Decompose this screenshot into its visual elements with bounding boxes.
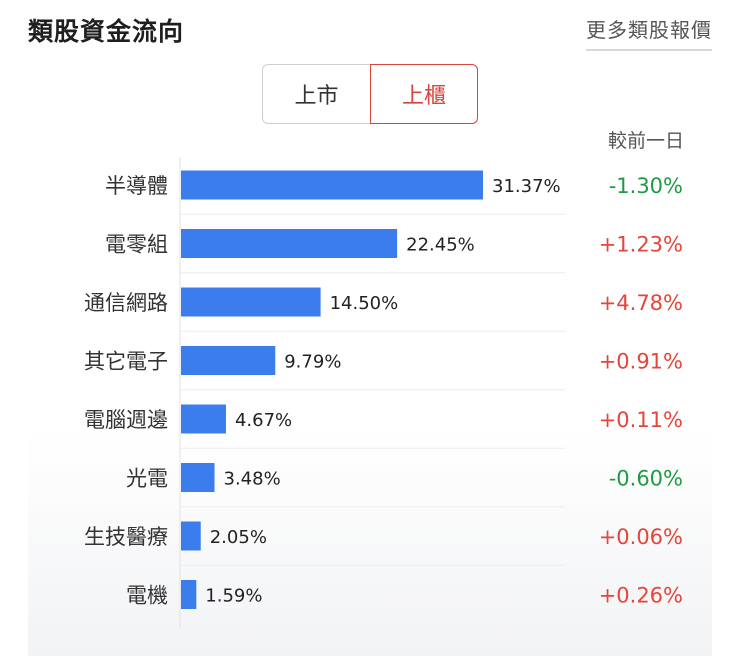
category-label: 半導體 xyxy=(105,174,168,198)
change-label: +1.23% xyxy=(599,233,683,257)
bar-value-label: 22.45% xyxy=(406,235,475,256)
change-label: +0.11% xyxy=(599,408,683,432)
change-label: -0.60% xyxy=(609,467,683,491)
bar-value-label: 9.79% xyxy=(284,352,341,373)
bar-value-label: 3.48% xyxy=(224,469,281,490)
bottom-fade xyxy=(28,430,712,656)
bar-value-label: 4.67% xyxy=(235,410,292,431)
bar xyxy=(181,170,483,200)
bar-value-label: 1.59% xyxy=(205,586,262,607)
category-label: 光電 xyxy=(126,467,168,491)
bar xyxy=(181,346,276,375)
change-label: -1.30% xyxy=(609,174,683,198)
change-label: +0.91% xyxy=(599,350,683,374)
more-sector-quotes-link[interactable]: 更多類股報價 xyxy=(586,14,712,51)
bar xyxy=(181,229,398,258)
bar-value-label: 31.37% xyxy=(492,176,561,197)
tab-otc[interactable]: 上櫃 xyxy=(370,64,478,124)
tab-listed[interactable]: 上市 xyxy=(262,64,370,124)
change-label: +0.26% xyxy=(599,584,683,608)
market-tabs: 上市 上櫃 xyxy=(262,64,478,124)
change-column-header: 較前一日 xyxy=(607,130,684,152)
section-title: 類股資金流向 xyxy=(28,17,185,46)
category-label: 生技醫療 xyxy=(84,525,168,549)
change-label: +4.78% xyxy=(599,291,683,315)
bar xyxy=(181,463,215,492)
category-label: 電腦週邊 xyxy=(84,408,168,432)
bar xyxy=(181,287,321,317)
bar-value-label: 14.50% xyxy=(330,293,399,314)
bar xyxy=(181,404,226,434)
change-label: +0.06% xyxy=(599,525,683,549)
bar-value-label: 2.05% xyxy=(210,527,267,548)
bar xyxy=(181,521,201,551)
category-label: 電機 xyxy=(126,584,168,608)
bar xyxy=(181,580,197,609)
category-label: 其它電子 xyxy=(84,350,168,374)
category-label: 電零組 xyxy=(105,233,168,257)
category-label: 通信網路 xyxy=(84,291,168,315)
